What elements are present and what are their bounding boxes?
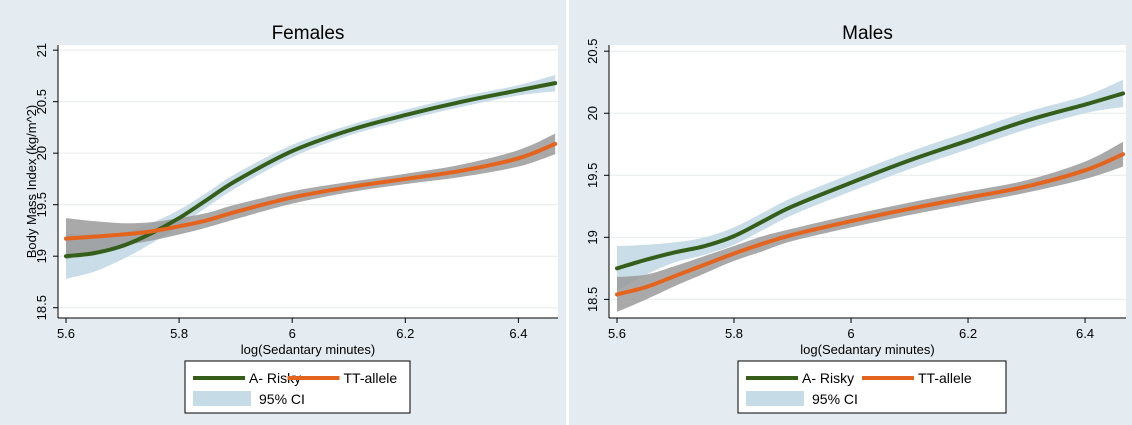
x-tick-label: 6 — [289, 326, 296, 341]
series-line-a-risky — [615, 91, 1126, 271]
legend: A- Risky TT-allele 95% CI — [737, 360, 1007, 414]
y-tick-label: 20.5 — [34, 89, 49, 114]
x-tick-label: 6.2 — [959, 326, 977, 341]
y-tick-label: 19.5 — [585, 163, 600, 188]
y-tick-label: 18.5 — [585, 287, 600, 312]
y-tick-label: 19 — [585, 230, 600, 244]
x-axis-label: log(Sedantary minutes) — [241, 342, 375, 357]
legend-label-ci: 95% CI — [259, 391, 305, 407]
chart-title: Males — [842, 23, 893, 44]
x-tick-label: 5.8 — [170, 326, 188, 341]
legend-label-tt-allele: TT-allele — [918, 370, 972, 386]
x-tick-label: 6.4 — [509, 326, 527, 341]
y-tick-label: 20 — [34, 146, 49, 160]
y-tick-label: 20.5 — [585, 39, 600, 64]
females-chart: Females 18.5 19 19.5 20 20.5 21 5.6 5.8 6 6.2 6.4 lo… — [24, 23, 558, 414]
series-line-tt-allele — [615, 152, 1126, 297]
females-panel: Females 18.5 19 19.5 20 20.5 21 5.6 5.8 6 6.2 6.4 lo… — [0, 0, 566, 425]
legend-label-a-risky: A- Risky — [802, 370, 854, 386]
males-panel: Males 18.5 19 19.5 20 20.5 5.6 5.8 6 6.2 6.4 log(Se… — [569, 0, 1132, 425]
series-line-tt-allele — [64, 141, 558, 241]
x-tick-label: 5.8 — [725, 326, 743, 341]
x-tick-label: 6.4 — [1076, 326, 1094, 341]
x-tick-label: 5.6 — [608, 326, 626, 341]
x-tick-label: 6.2 — [396, 326, 414, 341]
legend-label-ci: 95% CI — [812, 391, 858, 407]
y-axis-label: Body Mass Index (kg/m^2) — [24, 105, 39, 259]
y-tick-label: 21 — [34, 43, 49, 57]
legend-label-a-risky: A- Risky — [249, 370, 301, 386]
ci-band-a-risky — [66, 74, 556, 279]
x-tick-label: 5.6 — [57, 326, 75, 341]
y-tick-label: 19.5 — [34, 192, 49, 217]
y-tick-label: 18.5 — [34, 295, 49, 320]
x-tick-label: 6 — [847, 326, 854, 341]
plot-area — [58, 45, 558, 318]
legend-swatch-ci — [193, 391, 251, 406]
series-line-a-risky — [64, 81, 558, 259]
ci-band-tt-allele — [66, 133, 556, 260]
legend: A- Risky TT-allele 95% CI — [184, 360, 411, 414]
legend-label-tt-allele: TT-allele — [344, 370, 398, 386]
y-tick-label: 19 — [34, 249, 49, 263]
x-axis-label: log(Sedantary minutes) — [800, 342, 934, 357]
chart-title: Females — [272, 23, 345, 44]
legend-swatch-ci — [746, 391, 804, 406]
y-tick-label: 20 — [585, 106, 600, 120]
males-chart: Males 18.5 19 19.5 20 20.5 5.6 5.8 6 6.2 6.4 log(Se… — [585, 23, 1126, 414]
